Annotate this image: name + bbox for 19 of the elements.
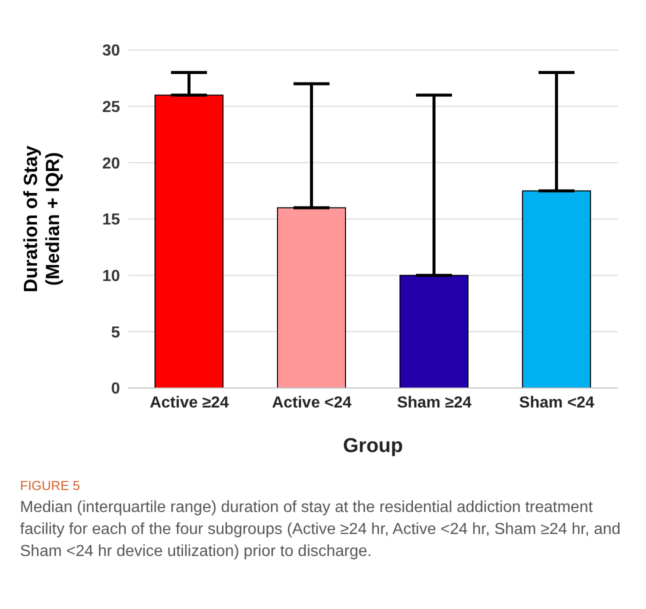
x-tick-label: Sham <24 (519, 394, 594, 412)
x-tick-label: Sham ≥24 (396, 394, 472, 412)
y-axis-title: Duration of Stay (Median + IQR) (21, 145, 64, 292)
x-axis-title: Group (343, 435, 403, 457)
x-tick-label: Active ≥24 (150, 394, 229, 412)
x-tick-label: Active <24 (272, 394, 352, 412)
bar (277, 207, 346, 388)
y-tick-label: 0 (111, 380, 120, 398)
y-tick-label: 5 (111, 324, 120, 342)
y-tick-label: 20 (102, 155, 120, 172)
bar (154, 94, 224, 388)
y-tick-label: 15 (102, 212, 120, 229)
text: Median (interquartile range) duration of stay at the residential addiction treatment facility for each of the four subgroups (Active ≥24 hr, Active <24 hr, Sham ≥24 hr, and Sham <24 hr device utilization) prior to discharge. (20, 498, 622, 562)
bar (400, 274, 468, 388)
y-tick-label: 30 (102, 42, 120, 60)
bar (522, 190, 591, 388)
caption: FIGURE 5 (20, 478, 81, 493)
y-tick-label: 25 (102, 99, 120, 116)
y-tick-label: 10 (102, 268, 120, 286)
